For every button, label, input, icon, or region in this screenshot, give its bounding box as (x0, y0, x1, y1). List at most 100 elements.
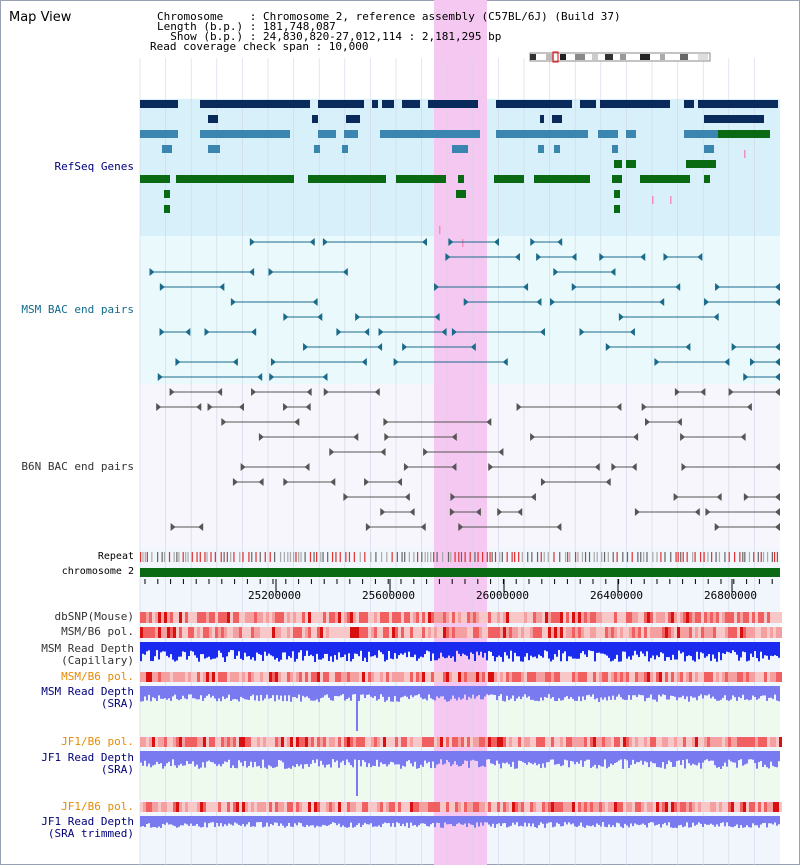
ideogram-band (546, 54, 554, 60)
jf1-read-depth-sra-label[interactable]: JF1 Read Depth (41, 751, 134, 764)
msm-capillary-depth (540, 642, 542, 656)
jf1-b6-pol-heat (326, 737, 329, 747)
msm-capillary-depth (240, 642, 242, 659)
repeat-mark (715, 552, 717, 562)
b6n-bac-pair-end (232, 478, 238, 486)
msm-b6-pol-2-heat (512, 672, 515, 682)
msm-read-depth-capillary-label[interactable]: MSM Read Depth (41, 642, 134, 655)
repeat-mark (646, 552, 648, 562)
msm-sra-depth (368, 686, 370, 695)
jf1-sra-depth (242, 751, 244, 767)
jf1-b6-pol-heat (557, 737, 560, 747)
msm-bac-pair-end (659, 298, 665, 306)
repeat-mark (157, 552, 159, 562)
refseq-small-mark (439, 226, 441, 234)
jf1-b6-pol-2-heat (725, 802, 728, 812)
msm-b6-pol-heat (575, 627, 578, 638)
msm-b6-pol-2-heat (611, 672, 614, 682)
msm-b6-pol-2-heat (296, 672, 299, 682)
msm-sra-depth (418, 686, 420, 695)
jf1-sra-trimmed-depth (494, 816, 496, 828)
jf1-sra-trimmed-depth (230, 816, 232, 825)
jf1-b6-pol-2-heat (386, 802, 389, 812)
dbsnp-heat (146, 612, 149, 623)
jf1-sra-depth (296, 751, 298, 765)
jf1-b6-pol-2-label[interactable]: JF1/B6 pol. (61, 800, 134, 813)
jf1-sra-depth (720, 751, 722, 769)
jf1-b6-pol-heat (659, 737, 662, 747)
jf1-sra-trimmed-depth (566, 816, 568, 825)
msm-read-depth-sra-label[interactable]: MSM Read Depth (41, 685, 134, 698)
jf1-sra-trimmed-depth (314, 816, 316, 828)
msm-b6-pol-2-heat (521, 672, 524, 682)
msm-bac-pair-end (378, 328, 384, 336)
b6n-bac-pair-end (397, 478, 403, 486)
msm-capillary-depth (508, 642, 510, 659)
repeat-mark (239, 552, 241, 562)
msm-b6-pol-2-heat (503, 672, 506, 682)
jf1-b6-pol-heat (209, 737, 212, 747)
jf1-sra-depth (148, 751, 150, 764)
msm-b6-pol-2-heat (584, 672, 587, 682)
dbsnp-heat (653, 612, 656, 623)
msm-b6-pol-heat (194, 627, 197, 638)
jf1-sra-depth (358, 751, 360, 761)
msm-capillary-depth (436, 642, 438, 661)
jf1-sra-trimmed-depth (386, 816, 388, 824)
msm-b6-pol-label[interactable]: MSM/B6 pol. (61, 625, 134, 638)
dbsnp-heat (143, 612, 146, 623)
msm-capillary-depth (152, 642, 154, 662)
msm-sra-depth (148, 686, 150, 695)
jf1-sra-depth (294, 751, 296, 768)
msm-b6-pol-2-label[interactable]: MSM/B6 pol. (61, 670, 134, 683)
jf1-b6-pol-heat (353, 737, 356, 747)
msm-b6-pol-2-heat (509, 672, 512, 682)
repeat-mark (264, 552, 266, 562)
jf1-sra-depth (224, 751, 226, 762)
msm-sra-depth (296, 686, 298, 699)
msm-b6-pol-heat (305, 627, 308, 638)
jf1-b6-pol-heat (188, 737, 191, 747)
msm-capillary-depth (562, 642, 564, 654)
msm-capillary-depth (236, 642, 238, 656)
jf1-sra-trimmed-depth (414, 816, 416, 825)
jf1-b6-pol-heat (428, 737, 431, 747)
jf1-b6-pol-2-heat (293, 802, 296, 812)
jf1-b6-pol-2-heat (140, 802, 143, 812)
repeat-mark (304, 552, 306, 562)
refseq-genes-label[interactable]: RefSeq Genes (54, 160, 134, 173)
jf1-sra-trimmed-depth (522, 816, 524, 827)
msm-capillary-depth (534, 642, 536, 657)
jf1-sra-depth (706, 751, 708, 760)
b6n-bac-label[interactable]: B6N BAC end pairs (21, 460, 134, 473)
jf1-b6-pol-heat (347, 737, 350, 747)
msm-bac-label[interactable]: MSM BAC end pairs (21, 303, 134, 316)
jf1-b6-pol-label[interactable]: JF1/B6 pol. (61, 735, 134, 748)
jf1-b6-pol-heat (689, 737, 692, 747)
jf1-read-depth-trimmed-label[interactable]: JF1 Read Depth (41, 815, 134, 828)
jf1-b6-pol-heat (728, 737, 731, 747)
jf1-sra-trimmed-depth (728, 816, 730, 827)
msm-capillary-depth (150, 642, 152, 661)
refseq-gene-feature (704, 115, 764, 123)
msm-b6-pol-2-heat (143, 672, 146, 682)
msm-b6-pol-heat (317, 627, 320, 638)
jf1-sra-depth (718, 751, 720, 768)
msm-sra-depth (306, 686, 308, 697)
jf1-sra-trimmed-depth (584, 816, 586, 828)
jf1-sra-depth (214, 751, 216, 764)
msm-sra-depth (346, 686, 348, 700)
msm-sra-depth (254, 686, 256, 701)
jf1-sra-trimmed-depth (650, 816, 652, 823)
msm-sra-depth (238, 686, 240, 702)
msm-sra-depth (646, 686, 648, 699)
repeat-mark (631, 552, 633, 562)
msm-b6-pol-heat (248, 627, 251, 638)
dbsnp-label[interactable]: dbSNP(Mouse) (54, 610, 134, 623)
msm-sra-depth (742, 686, 744, 695)
jf1-b6-pol-2-heat (572, 802, 575, 812)
msm-sra-depth (440, 686, 442, 697)
jf1-sra-depth (320, 751, 322, 761)
jf1-sra-depth (772, 751, 774, 766)
msm-sra-depth (340, 686, 342, 696)
